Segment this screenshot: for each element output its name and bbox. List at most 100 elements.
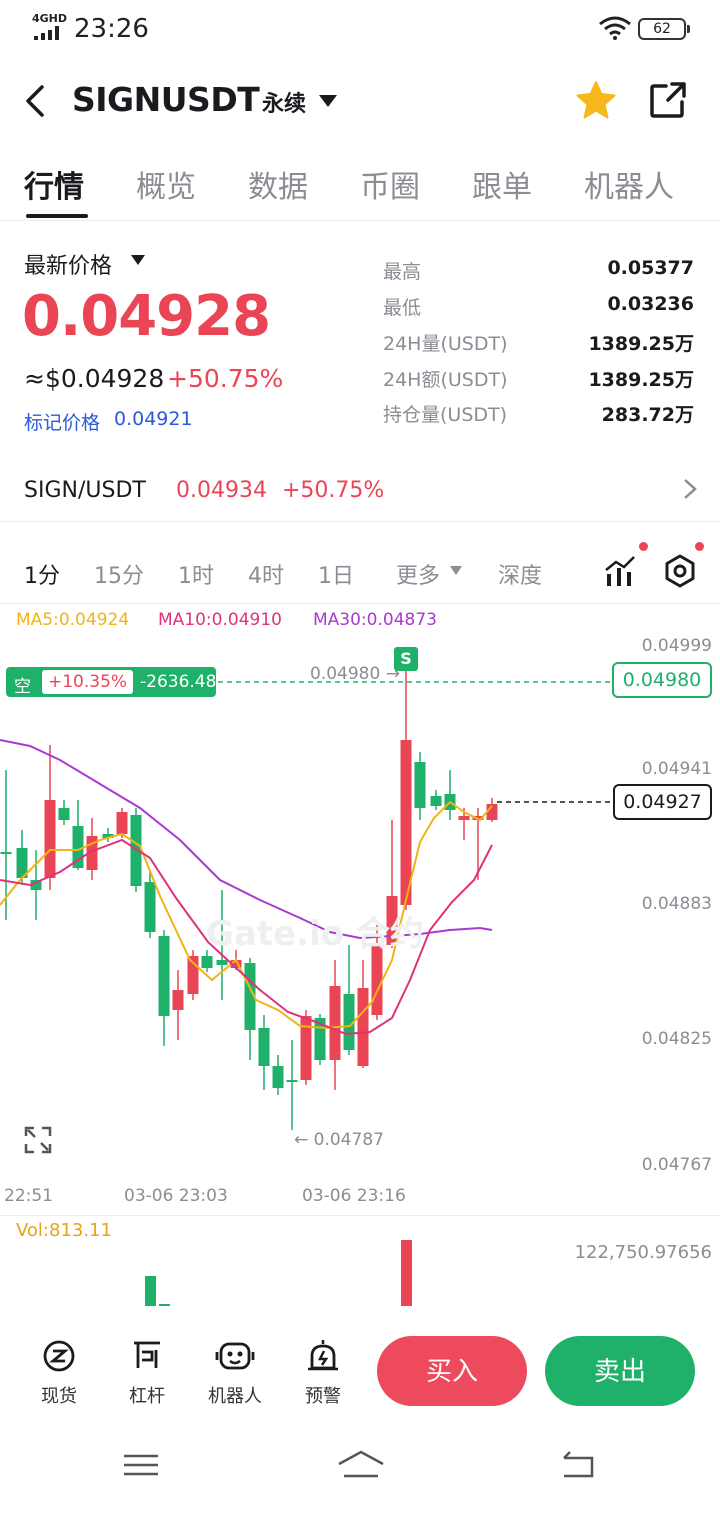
interval-1h[interactable]: 1时 (178, 564, 214, 589)
candle-body (72, 826, 84, 868)
candle-body (244, 963, 256, 1030)
nav-spot-label: 现货 (41, 1386, 77, 1407)
candle-body (314, 1018, 326, 1060)
home-icon[interactable] (336, 1446, 386, 1484)
wifi-icon (599, 16, 631, 40)
candle-body (400, 740, 412, 905)
candle-body (357, 988, 369, 1066)
volume-bar (401, 1240, 412, 1306)
sell-signal-badge[interactable]: S (394, 647, 418, 671)
symbol-title[interactable]: SIGNUSDT (72, 80, 260, 119)
latest-price-label[interactable]: 最新价格 (24, 254, 113, 279)
settings-icon[interactable] (663, 554, 697, 588)
interval-1d[interactable]: 1日 (318, 564, 354, 589)
sell-button[interactable]: 卖出 (545, 1336, 695, 1406)
mark-price-value[interactable]: 0.04921 (114, 408, 193, 430)
candle-body (116, 812, 128, 834)
volume-chart (145, 1240, 412, 1306)
spot-pair-price[interactable]: 0.04934 (176, 478, 267, 503)
stat-24h-volume-label: 24H量(USDT) (383, 333, 508, 355)
position-tag[interactable]: 空 +10.35% -2636.48 (6, 667, 216, 697)
back-icon[interactable] (22, 84, 48, 118)
nav-robot-label: 机器人 (208, 1386, 262, 1407)
tab-community[interactable]: 币圈 (360, 170, 420, 205)
divider (0, 603, 720, 604)
contract-type[interactable]: 永续 (262, 92, 307, 117)
caret-down-icon[interactable] (318, 94, 338, 108)
caret-down-icon[interactable] (450, 566, 462, 576)
tab-copy-trading[interactable]: 跟单 (472, 170, 532, 205)
y-axis-label: 0.04767 (641, 1155, 712, 1175)
last-price-box: 0.04927 (613, 784, 712, 820)
position-pnl-pct: +10.35% (42, 670, 134, 694)
star-icon[interactable] (575, 80, 617, 120)
interval-4h[interactable]: 4时 (248, 564, 284, 589)
nav-alert[interactable]: 预警 (288, 1338, 358, 1407)
ma30-value: MA30:0.04873 (313, 610, 437, 630)
y-axis-label: 0.04941 (641, 759, 712, 779)
interval-depth[interactable]: 深度 (498, 564, 543, 589)
nav-leverage[interactable]: 杠杆 (112, 1338, 182, 1407)
y-axis-label: 0.04999 (641, 636, 712, 656)
status-bar: 4GHD 23:26 62 (0, 0, 720, 58)
stat-24h-turnover-label: 24H额(USDT) (383, 369, 508, 391)
candle-body (144, 882, 156, 932)
candle-body (102, 834, 114, 838)
back-nav-icon[interactable] (558, 1446, 598, 1484)
active-tab-indicator (26, 214, 88, 218)
interval-more[interactable]: 更多 (396, 564, 441, 589)
chart-watermark: Gate.io 合约 (206, 914, 424, 954)
stat-high-label: 最高 (383, 261, 422, 283)
candle-body (230, 960, 242, 968)
share-icon[interactable] (648, 80, 688, 120)
candle-body (486, 804, 498, 820)
notification-dot (639, 542, 648, 551)
spot-pair-change[interactable]: +50.75% (282, 478, 385, 503)
chevron-right-icon[interactable] (682, 478, 698, 500)
candle-body (201, 956, 213, 968)
tab-overview[interactable]: 概览 (136, 170, 196, 205)
candle-body (30, 880, 42, 890)
fullscreen-icon[interactable] (24, 1126, 52, 1154)
menu-icon[interactable] (122, 1446, 160, 1484)
robot-icon (215, 1342, 255, 1370)
ma5-line (0, 800, 493, 1030)
nav-alert-label: 预警 (305, 1386, 341, 1407)
caret-down-icon[interactable] (130, 254, 146, 266)
mark-price-label[interactable]: 标记价格 (24, 412, 101, 434)
stat-low-label: 最低 (383, 297, 422, 319)
network-indicator: 4GHD (32, 12, 68, 25)
candle-body (300, 1016, 312, 1080)
battery-indicator: 62 (638, 18, 690, 40)
tab-market[interactable]: 行情 (24, 170, 84, 205)
buy-button[interactable]: 买入 (377, 1336, 527, 1406)
candle-body (158, 936, 170, 1016)
stat-high-value: 0.05377 (607, 257, 694, 279)
status-time: 23:26 (74, 14, 149, 44)
ma30-line (0, 739, 493, 940)
y-axis-label: 0.04883 (641, 894, 712, 914)
usd-price: ≈$0.04928 (24, 364, 165, 393)
tab-bots[interactable]: 机器人 (584, 170, 674, 205)
ma5-value: MA5:0.04924 (16, 610, 130, 630)
position-pnl: -2636.48 (140, 672, 217, 692)
candle-body (286, 1080, 298, 1082)
tab-data[interactable]: 数据 (248, 170, 308, 205)
nav-leverage-label: 杠杆 (129, 1386, 165, 1407)
candle-body (216, 960, 228, 965)
interval-1m[interactable]: 1分 (24, 564, 60, 589)
x-axis-label: 03-06 23:03 (124, 1186, 228, 1206)
candlestick-chart[interactable] (0, 630, 720, 1190)
nav-spot[interactable]: 现货 (24, 1338, 94, 1407)
candle-body (0, 852, 12, 854)
candle-body (258, 1028, 270, 1066)
divider (0, 521, 720, 522)
nav-robot[interactable]: 机器人 (200, 1338, 270, 1407)
interval-15m[interactable]: 15分 (94, 564, 144, 589)
spot-pair-name[interactable]: SIGN/USDT (24, 478, 146, 503)
notification-dot (695, 542, 704, 551)
indicators-icon[interactable] (604, 554, 638, 588)
candle-body (44, 800, 56, 878)
last-price: 0.04928 (22, 284, 271, 349)
divider (0, 1215, 720, 1216)
